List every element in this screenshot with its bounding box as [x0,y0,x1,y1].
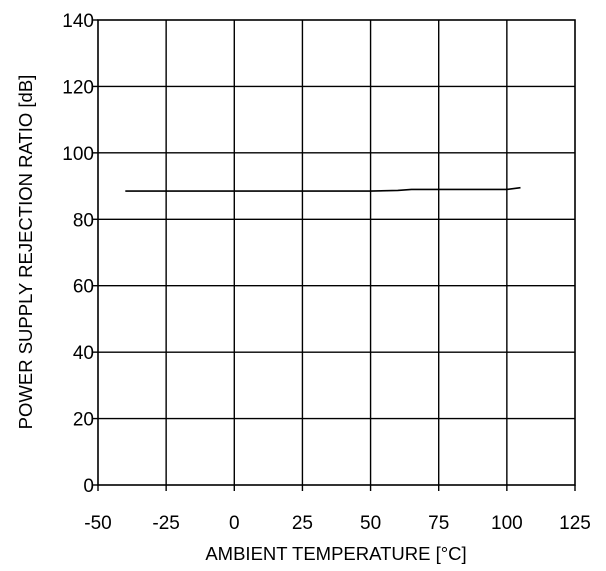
x-tick-label: 0 [229,513,240,534]
x-tick-label: -25 [152,513,179,534]
y-tick-label: 80 [73,210,94,231]
series-layer [125,186,521,192]
y-tick-label: 120 [62,77,94,98]
x-tick-label: 75 [428,513,449,534]
grid [98,20,575,485]
y-tick-label: 100 [62,144,94,165]
x-tick-label: -50 [84,513,111,534]
plot-area [97,19,576,486]
y-tick-label: 0 [83,476,94,497]
x-axis-title: AMBIENT TEMPERATURE [°C] [205,543,466,564]
y-tick-label: 20 [73,410,94,431]
x-tick-label: 50 [360,513,381,534]
y-tick-label: 140 [62,11,94,32]
series-line [125,186,521,192]
x-tick-label: 25 [292,513,313,534]
y-tick-label: 60 [73,277,94,298]
y-axis-title: POWER SUPPLY REJECTION RATIO [dB] [15,75,36,430]
x-tick-label: 125 [559,513,591,534]
x-tick-label: 100 [491,513,523,534]
tick-labels: -50 -25 0 25 50 75 100 125 0 20 40 60 80 100 120 140 [62,11,591,534]
y-tick-label: 40 [73,343,94,364]
axis-ticks [92,19,576,491]
